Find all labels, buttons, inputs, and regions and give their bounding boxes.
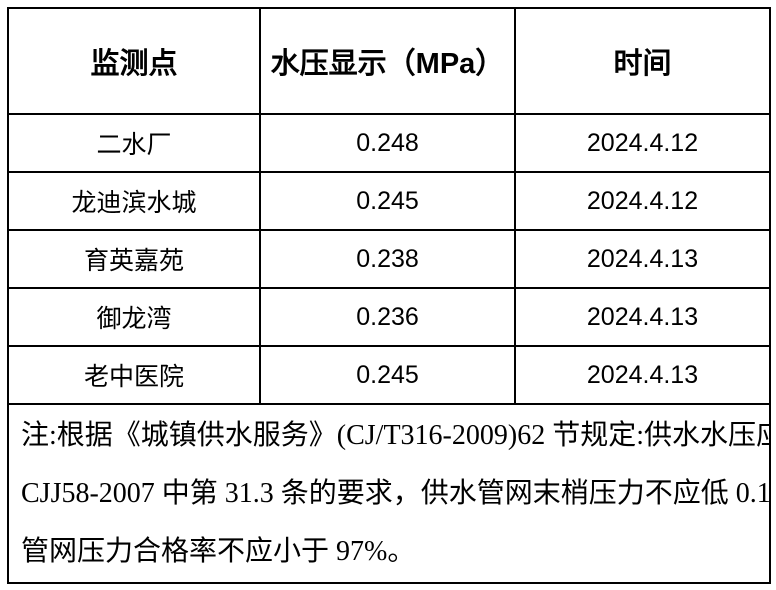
reading-date: 2024.4.13 (514, 229, 771, 289)
regulation-note: 注:根据《城镇供水服务》(CJ/T316-2009)62 节规定:供水水压应符合… (7, 403, 771, 584)
site-name: 育英嘉苑 (7, 229, 261, 289)
site-name: 二水厂 (7, 113, 261, 173)
reading-date: 2024.4.13 (514, 287, 771, 347)
reading-date: 2024.4.13 (514, 345, 771, 405)
note-line-1: 注:根据《城镇供水服务》(CJ/T316-2009)62 节规定:供水水压应符合 (21, 420, 770, 451)
note-line-2: CJJ58-2007 中第 31.3 条的要求，供水管网末梢压力不应低 0.14… (21, 478, 770, 509)
table-row: 老中医院 0.245 2024.4.13 (7, 345, 771, 405)
pressure-value: 0.245 (259, 171, 516, 231)
table-row: 育英嘉苑 0.238 2024.4.13 (7, 229, 771, 289)
note-row: 注:根据《城镇供水服务》(CJ/T316-2009)62 节规定:供水水压应符合… (7, 403, 771, 584)
pressure-value: 0.248 (259, 113, 516, 173)
header-pressure-mpa: 水压显示（MPa） (259, 7, 516, 115)
pressure-value: 0.238 (259, 229, 516, 289)
header-time: 时间 (514, 7, 771, 115)
site-name: 御龙湾 (7, 287, 261, 347)
site-name: 龙迪滨水城 (7, 171, 261, 231)
water-pressure-table: 监测点 水压显示（MPa） 时间 二水厂 0.248 2024.4.12 龙迪滨… (7, 7, 771, 584)
note-line-3: 管网压力合格率不应小于 97%。 (21, 536, 416, 567)
site-name: 老中医院 (7, 345, 261, 405)
reading-date: 2024.4.12 (514, 171, 771, 231)
table-row: 二水厂 0.248 2024.4.12 (7, 113, 771, 173)
table-header-row: 监测点 水压显示（MPa） 时间 (7, 7, 771, 115)
water-pressure-table-container: 监测点 水压显示（MPa） 时间 二水厂 0.248 2024.4.12 龙迪滨… (7, 7, 771, 584)
pressure-value: 0.245 (259, 345, 516, 405)
reading-date: 2024.4.12 (514, 113, 771, 173)
table-row: 龙迪滨水城 0.245 2024.4.12 (7, 171, 771, 231)
pressure-value: 0.236 (259, 287, 516, 347)
table-row: 御龙湾 0.236 2024.4.13 (7, 287, 771, 347)
header-monitoring-point: 监测点 (7, 7, 261, 115)
